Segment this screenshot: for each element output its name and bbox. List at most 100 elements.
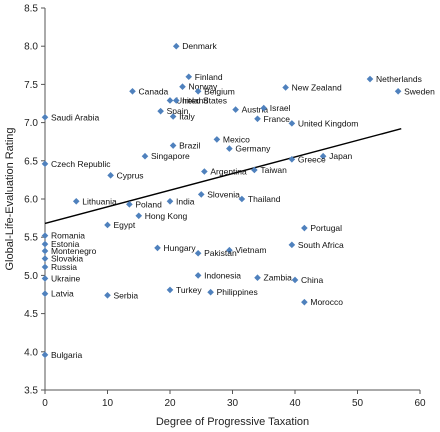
data-point-marker [254, 274, 261, 281]
data-point-marker [41, 290, 49, 298]
data-point-marker [157, 107, 164, 115]
data-point-marker [126, 201, 133, 208]
x-tick-label: 10 [102, 398, 114, 409]
data-point-label: Israel [270, 103, 291, 113]
x-tick-label: 40 [289, 398, 301, 409]
data-point-label: Vietnam [235, 245, 266, 255]
data-point-label: Zambia [264, 273, 293, 283]
data-point-label: Ireland [182, 95, 208, 105]
y-tick-label: 6.5 [24, 156, 38, 167]
y-tick-label: 5.5 [24, 233, 38, 244]
x-tick-label: 60 [414, 398, 426, 409]
x-axis-title: Degree of Progressive Taxation [156, 416, 309, 428]
data-point-marker [194, 272, 202, 279]
data-point-marker [226, 246, 233, 254]
data-point-marker [41, 240, 49, 248]
data-point-label: Ukraine [51, 273, 81, 283]
data-point-label: Norway [189, 82, 219, 92]
data-point-marker [141, 152, 149, 160]
data-point-label: Pakistan [204, 248, 237, 258]
data-point-label: Indonesia [204, 270, 241, 280]
data-point-label: China [301, 275, 323, 285]
data-point-label: India [176, 196, 195, 206]
y-tick-label: 6.0 [24, 195, 38, 206]
data-point-label: Germany [235, 144, 271, 154]
data-point-marker [288, 241, 296, 249]
data-point-label: Egypt [114, 220, 136, 230]
data-point-label: Finland [195, 72, 223, 82]
data-point-label: United Kingdom [298, 118, 358, 128]
trendline-group [44, 128, 402, 225]
y-tick-label: 4.5 [24, 309, 38, 320]
data-point-marker [179, 83, 186, 90]
y-tick-label: 7.5 [24, 80, 38, 91]
data-point-marker [41, 113, 49, 121]
data-point-label: Latvia [51, 289, 74, 299]
y-axis-ticks: 3.5 4.0 4.5 5.0 5.5 6.0 6.5 7.0 7.5 8.0 8.5 [24, 4, 45, 397]
data-point-marker [135, 212, 143, 220]
data-point-label: South Africa [298, 240, 344, 250]
data-point-marker [366, 75, 374, 83]
data-point-label: Sweden [404, 86, 435, 96]
x-axis-ticks: 0 10 20 30 40 50 60 [42, 390, 426, 409]
data-point-marker [172, 97, 180, 104]
data-point-marker [41, 351, 49, 359]
data-point-label: Argentina [210, 166, 247, 176]
x-tick-label: 20 [164, 398, 176, 409]
data-point-label: Slovenia [207, 189, 240, 199]
data-point-marker [41, 232, 49, 239]
data-point-marker [169, 142, 177, 149]
data-point-marker [394, 87, 402, 95]
data-point-marker [129, 87, 136, 95]
data-point-label: Estonia [51, 239, 80, 249]
data-point-label: Hong Kong [145, 211, 188, 221]
x-tick-label: 50 [352, 398, 364, 409]
data-point-marker [166, 97, 174, 104]
data-point-marker [41, 160, 49, 168]
x-tick-label: 0 [42, 398, 48, 409]
data-point-marker [232, 106, 239, 113]
data-point-marker [166, 286, 174, 294]
data-point-marker [288, 120, 296, 127]
y-tick-label: 3.5 [24, 386, 38, 397]
data-point-marker [213, 136, 221, 143]
data-point-marker [104, 221, 111, 229]
data-point-label: Romania [51, 231, 85, 241]
data-point-label: Austria [242, 105, 269, 115]
data-point-marker [207, 288, 214, 296]
data-point-label: Russia [51, 262, 77, 272]
data-point-label: United States [176, 95, 227, 105]
y-axis-title: Global-Life-Evaluation Rating [4, 127, 16, 270]
data-point-marker [104, 291, 111, 299]
data-point-label: Mexico [223, 134, 250, 144]
data-point-label: Czech Republic [51, 159, 111, 169]
data-point-marker [169, 113, 177, 120]
data-point-marker [254, 115, 261, 123]
data-point-marker [107, 172, 114, 179]
data-point-label: Denmark [182, 41, 217, 51]
data-point-marker [319, 152, 327, 160]
data-point-marker [226, 145, 233, 152]
data-point-label: Singapore [151, 151, 190, 161]
data-point-marker [301, 298, 308, 306]
data-point-marker [41, 263, 49, 271]
data-point-label: Netherlands [376, 74, 422, 84]
data-point-label: Thailand [248, 194, 281, 204]
data-point-marker [238, 195, 246, 203]
data-point-label: Philippines [217, 287, 258, 297]
trendline [44, 128, 402, 225]
data-point-marker [260, 104, 268, 112]
data-point-label: Greece [298, 154, 326, 164]
data-point-marker [154, 244, 161, 252]
data-point-label: Cyprus [117, 170, 144, 180]
data-point-marker [282, 84, 289, 91]
data-point-label: Slovakia [51, 254, 83, 264]
data-point-marker [172, 42, 180, 50]
y-tick-label: 5.0 [24, 271, 38, 282]
data-point-label: Italy [179, 111, 195, 121]
y-tick-label: 4.0 [24, 347, 38, 358]
y-tick-label: 8.5 [24, 4, 38, 15]
data-point-marker [197, 191, 205, 198]
data-point-label: Poland [135, 199, 162, 209]
